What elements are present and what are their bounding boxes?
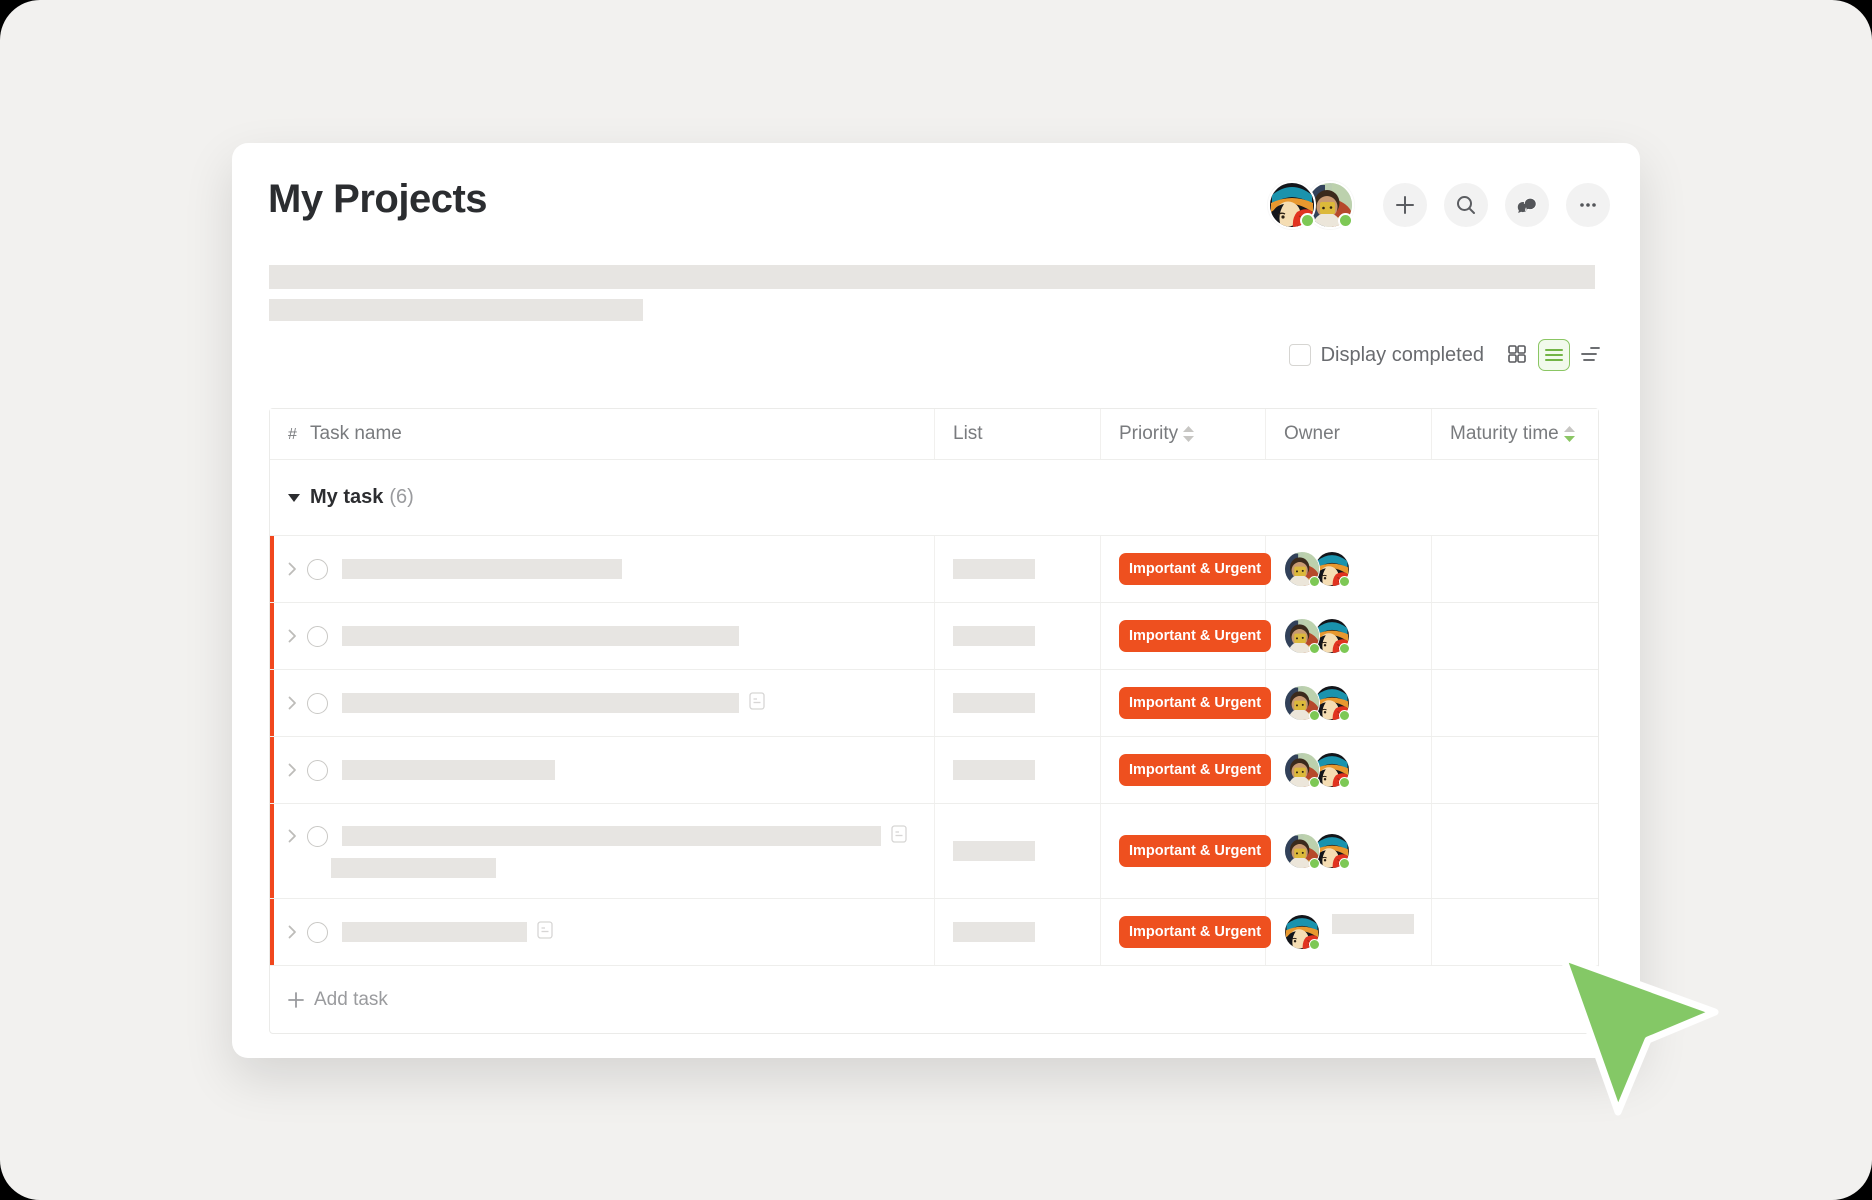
- svg-text:#: #: [288, 426, 297, 442]
